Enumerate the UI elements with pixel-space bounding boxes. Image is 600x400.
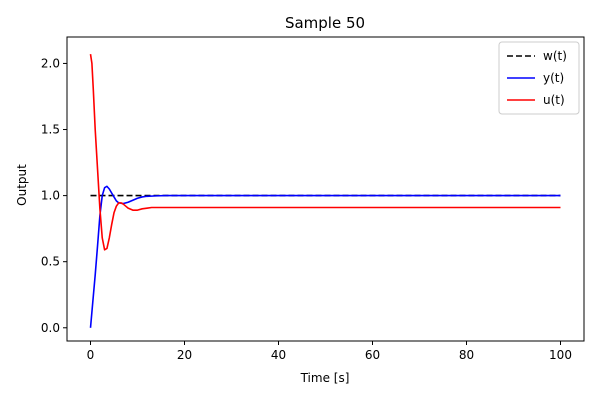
- x-tick-label: 40: [271, 348, 286, 362]
- legend-box: [498, 41, 580, 115]
- y-tick-label: 1.5: [41, 123, 60, 137]
- x-tick-label: 0: [87, 348, 95, 362]
- y-axis-label: Output: [15, 164, 29, 206]
- chart-title: Sample 50: [285, 14, 365, 32]
- plot-frame: [66, 36, 585, 342]
- legend-label-wt: w(t): [543, 49, 567, 63]
- y-tick-label: 0.5: [41, 255, 60, 269]
- legend-label-yt: y(t): [543, 71, 564, 85]
- x-tick-label: 20: [177, 348, 192, 362]
- legend: w(t) y(t) u(t): [498, 41, 580, 115]
- x-tick-label: 80: [459, 348, 474, 362]
- x-tick-label: 100: [549, 348, 572, 362]
- y-tick-label: 0.0: [41, 321, 60, 335]
- plot-area: 0 20 40 60 80 100 0.0 0.5 1.0 1.5 2.0: [41, 36, 585, 362]
- series-line-ut: [89, 54, 561, 251]
- series-group: [89, 54, 561, 328]
- x-tick-label: 60: [365, 348, 380, 362]
- y-tick-label: 1.0: [41, 189, 60, 203]
- y-tick-label: 2.0: [41, 56, 60, 70]
- legend-label-ut: u(t): [543, 93, 565, 107]
- x-axis-label: Time [s]: [300, 371, 350, 385]
